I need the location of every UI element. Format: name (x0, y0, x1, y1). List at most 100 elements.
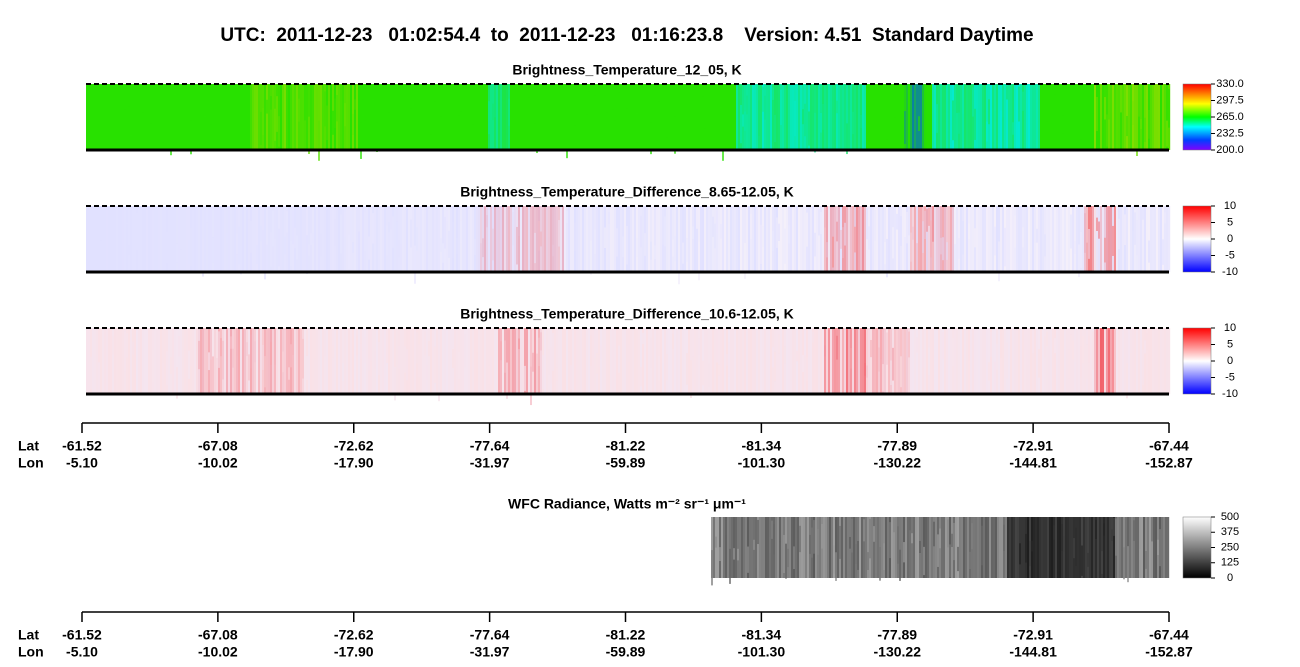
image-streak (638, 339, 640, 354)
image-column (462, 206, 465, 272)
image-column (582, 206, 585, 272)
image-column (576, 84, 579, 150)
image-streak (733, 548, 735, 560)
image-streak (176, 367, 178, 399)
colorbar-tick-label: 10 (1224, 322, 1236, 334)
image-column (420, 206, 423, 272)
image-column (676, 206, 679, 272)
image-column (1046, 328, 1049, 394)
image-column (228, 328, 231, 394)
image-column (354, 84, 357, 150)
image-streak (644, 233, 646, 256)
image-streak (940, 237, 942, 255)
image-column (382, 84, 385, 150)
image-column (1137, 517, 1140, 578)
image-column (312, 328, 315, 394)
image-column (1040, 84, 1043, 150)
image-column (1020, 328, 1023, 394)
image-column (132, 328, 135, 394)
image-streak (612, 109, 614, 149)
image-column (754, 206, 757, 272)
image-column (500, 206, 503, 272)
image-column (548, 206, 551, 272)
image-column (228, 84, 231, 150)
image-streak (578, 93, 580, 124)
image-column (518, 206, 521, 272)
image-streak (1116, 331, 1118, 355)
image-column (768, 206, 771, 272)
image-column (206, 328, 209, 394)
image-column (770, 328, 773, 394)
image-column (530, 328, 533, 394)
image-column (986, 328, 989, 394)
image-column (376, 328, 379, 394)
image-column (1000, 84, 1003, 150)
image-column (172, 206, 175, 272)
image-column (736, 328, 739, 394)
image-column (1020, 84, 1023, 150)
image-column (1155, 517, 1158, 578)
image-column (476, 206, 479, 272)
image-column (1048, 84, 1051, 150)
image-column (924, 206, 927, 272)
image-column (722, 206, 725, 272)
image-streak (296, 235, 298, 260)
image-column (894, 206, 897, 272)
image-column (322, 328, 325, 394)
image-column (466, 328, 469, 394)
image-streak (716, 211, 718, 234)
image-column (272, 84, 275, 150)
image-column (797, 517, 800, 578)
image-streak (1120, 85, 1122, 113)
image-column (766, 206, 769, 272)
image-column (1150, 206, 1153, 272)
image-column (838, 206, 841, 272)
image-streak (568, 88, 570, 128)
image-streak (849, 536, 851, 549)
image-streak (851, 518, 853, 553)
image-column (844, 328, 847, 394)
image-streak (863, 519, 865, 542)
image-column (102, 206, 105, 272)
image-streak (869, 518, 871, 559)
image-column (893, 517, 896, 578)
image-column (628, 206, 631, 272)
image-column (470, 84, 473, 150)
image-column (829, 517, 832, 578)
image-streak (1070, 334, 1072, 351)
lat-label: -81.34 (742, 438, 782, 454)
image-column (254, 84, 257, 150)
image-column (378, 84, 381, 150)
image-column (841, 517, 844, 578)
image-column (913, 517, 916, 578)
image-streak (1103, 523, 1105, 536)
image-column (238, 328, 241, 394)
image-column (1138, 328, 1141, 394)
image-column (732, 328, 735, 394)
image-column (182, 84, 185, 150)
image-column (1058, 206, 1061, 272)
image-column (638, 328, 641, 394)
image-streak (744, 242, 746, 279)
image-column (154, 206, 157, 272)
image-column (976, 328, 979, 394)
image-streak (702, 96, 704, 118)
image-column (342, 328, 345, 394)
image-streak (1142, 207, 1144, 220)
image-column (556, 206, 559, 272)
image-streak (866, 365, 868, 378)
image-streak (698, 338, 700, 356)
image-streak (933, 521, 935, 547)
image-column (910, 328, 913, 394)
image-streak (410, 219, 412, 248)
image-streak (962, 113, 964, 142)
image-column (126, 84, 129, 150)
image-column (876, 84, 879, 150)
image-column (450, 328, 453, 394)
image-column (192, 206, 195, 272)
image-column (98, 206, 101, 272)
image-streak (360, 122, 362, 159)
image-streak (824, 209, 826, 228)
image-streak (1148, 240, 1150, 263)
image-column (1147, 517, 1150, 578)
